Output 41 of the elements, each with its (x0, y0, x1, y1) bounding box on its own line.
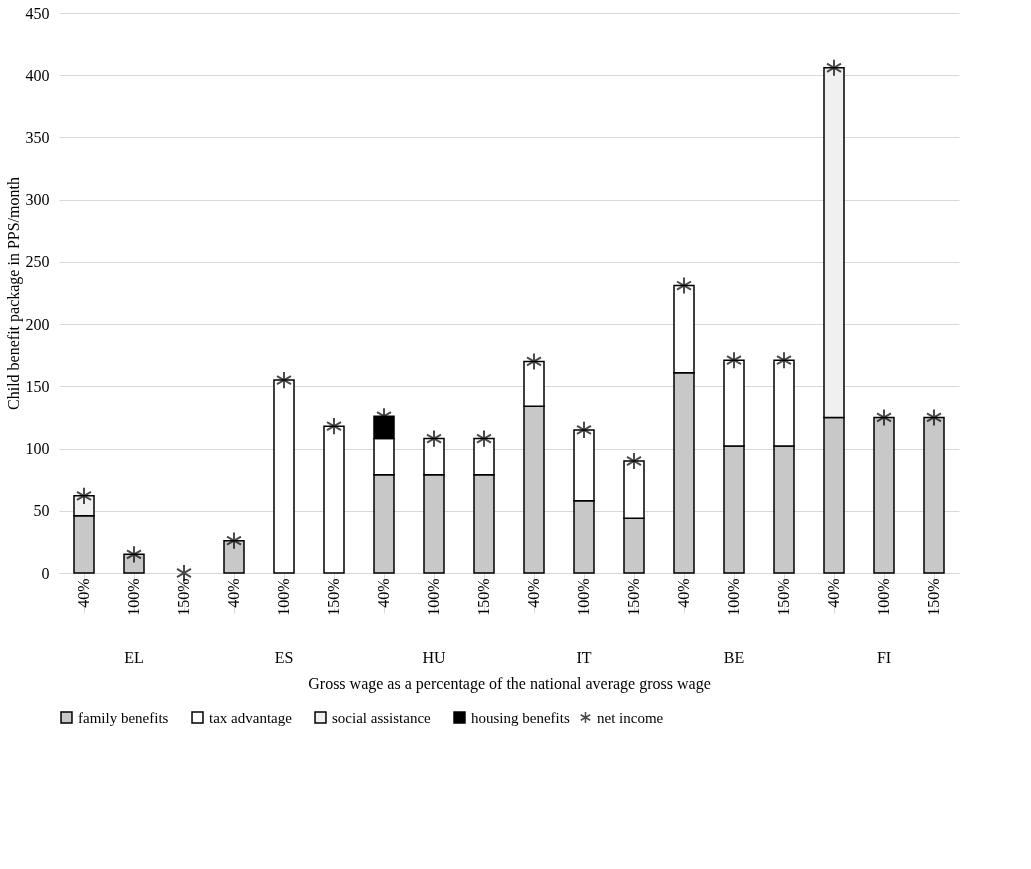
text: HU (422, 649, 446, 666)
x-tick-label: 40% (825, 578, 842, 608)
x-tick-label: 40% (375, 578, 392, 608)
x-tick-label: 100% (125, 578, 142, 616)
y-tick-label: 200 (25, 315, 50, 333)
y-tick-label: 300 (25, 191, 50, 209)
text: FI (876, 649, 892, 666)
legend-label: family benefits (78, 709, 169, 726)
x-tick-label: 150% (325, 578, 342, 616)
legend-label: social assistance (332, 709, 432, 726)
x-tick-label: 100% (275, 578, 292, 616)
x-tick-label: 100% (725, 578, 742, 616)
x-tick-label: 40% (225, 578, 242, 608)
y-tick-label: 0 (41, 564, 50, 582)
legend-label: housing benefits (471, 709, 570, 726)
y-tick-label: 50 (33, 502, 50, 520)
x-tick-label: 100% (875, 578, 892, 616)
x-tick-label: 150% (775, 578, 792, 616)
y-tick-label: 100 (25, 440, 50, 458)
y-axis-title: Child benefit package in PPS/month (4, 177, 23, 410)
text: IT (576, 649, 592, 666)
x-tick-label: 150% (625, 578, 642, 616)
text: BE (723, 649, 745, 666)
legend-label: tax advantage (209, 709, 293, 726)
x-tick-label: 150% (175, 578, 192, 616)
x-tick-label: 40% (75, 578, 92, 608)
x-tick-label: 40% (675, 578, 692, 608)
y-tick-label: 400 (25, 66, 50, 84)
x-tick-label: 100% (425, 578, 442, 616)
text: EL (124, 649, 144, 666)
text: ES (274, 649, 294, 666)
legend-label: net income (597, 709, 664, 726)
y-tick-label: 450 (25, 4, 50, 22)
y-tick-label: 150 (25, 377, 50, 395)
x-tick-label: 150% (925, 578, 942, 616)
x-tick-label: 40% (525, 578, 542, 608)
x-axis-title: Gross wage as a percentage of the national average gross wage (308, 674, 711, 693)
y-tick-label: 350 (25, 128, 50, 146)
x-tick-label: 100% (575, 578, 592, 616)
y-tick-label: 250 (25, 253, 50, 271)
x-tick-label: 150% (475, 578, 492, 616)
